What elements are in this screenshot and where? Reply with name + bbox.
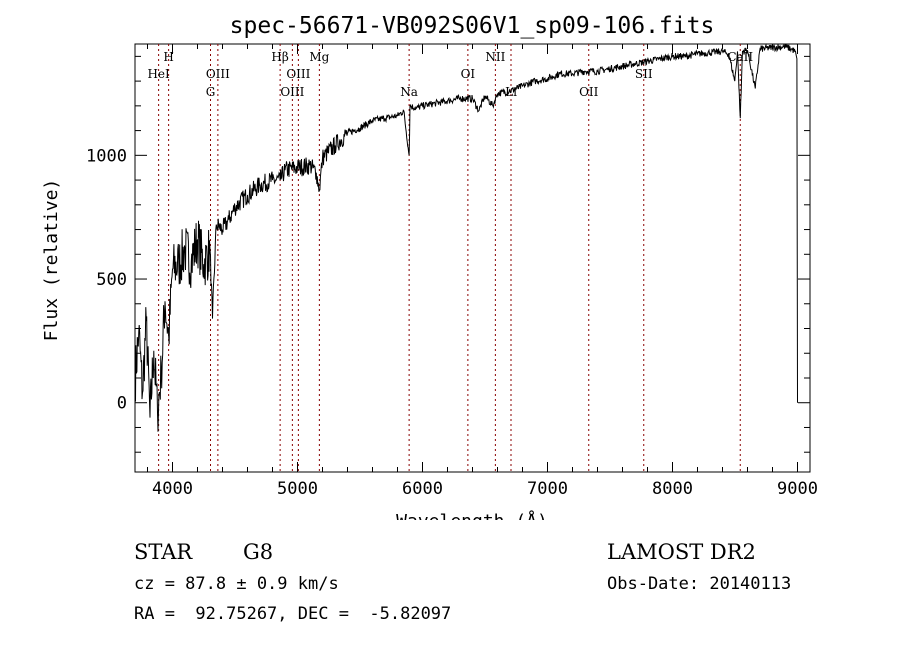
x-tick-label: 4000 [152,479,193,499]
line-marker-label: H [163,50,173,64]
line-marker-label: OII [579,85,599,99]
x-tick-label: 9000 [777,479,818,499]
line-marker-label: OIII [206,67,230,81]
line-marker-label: SII [635,67,653,81]
line-marker-label: NII [485,50,505,64]
line-marker-label: Hβ [271,50,288,64]
line-marker-label: Mg [309,50,329,64]
line-marker-label: Na [400,85,418,99]
chart-title: spec-56671-VB092S06V1_sp09-106.fits [230,13,715,39]
spectrum-chart: spec-56671-VB092S06V1_sp09-106.fits 4000… [41,13,818,520]
x-tick-label: 8000 [652,479,693,499]
spectrum-line [134,43,798,432]
line-marker-label: OI [461,67,476,81]
line-marker-label: G [206,85,216,99]
y-tick-label: 500 [96,270,127,290]
line-marker-label: HeI [147,67,170,81]
x-tick-label: 6000 [402,479,443,499]
survey-name: LAMOST DR2 [607,540,756,564]
coordinates: RA = 92.75267, DEC = -5.82097 [134,604,452,624]
object-class: STAR [134,540,193,564]
x-tick-label: 5000 [277,479,318,499]
line-marker-label: OIII [280,85,304,99]
plot-area: 4000 5000 6000 7000 8000 9000 0 500 1000 HeI H G OII… [86,43,818,499]
spectral-subclass: G8 [243,540,274,564]
line-marker-label: CaII [727,50,753,64]
obs-date: Obs-Date: 20140113 [607,574,792,594]
y-tick-label: 0 [117,394,127,414]
line-marker-label: OIII [286,67,310,81]
x-axis-label: Wavelength (Å) [396,510,548,520]
y-axis-label: Flux (relative) [41,179,62,342]
y-tick-label: 1000 [86,146,127,166]
plot-frame [134,43,811,473]
redshift-line: cz = 87.8 ± 0.9 km/s [134,574,339,594]
x-tick-label: 7000 [527,479,568,499]
